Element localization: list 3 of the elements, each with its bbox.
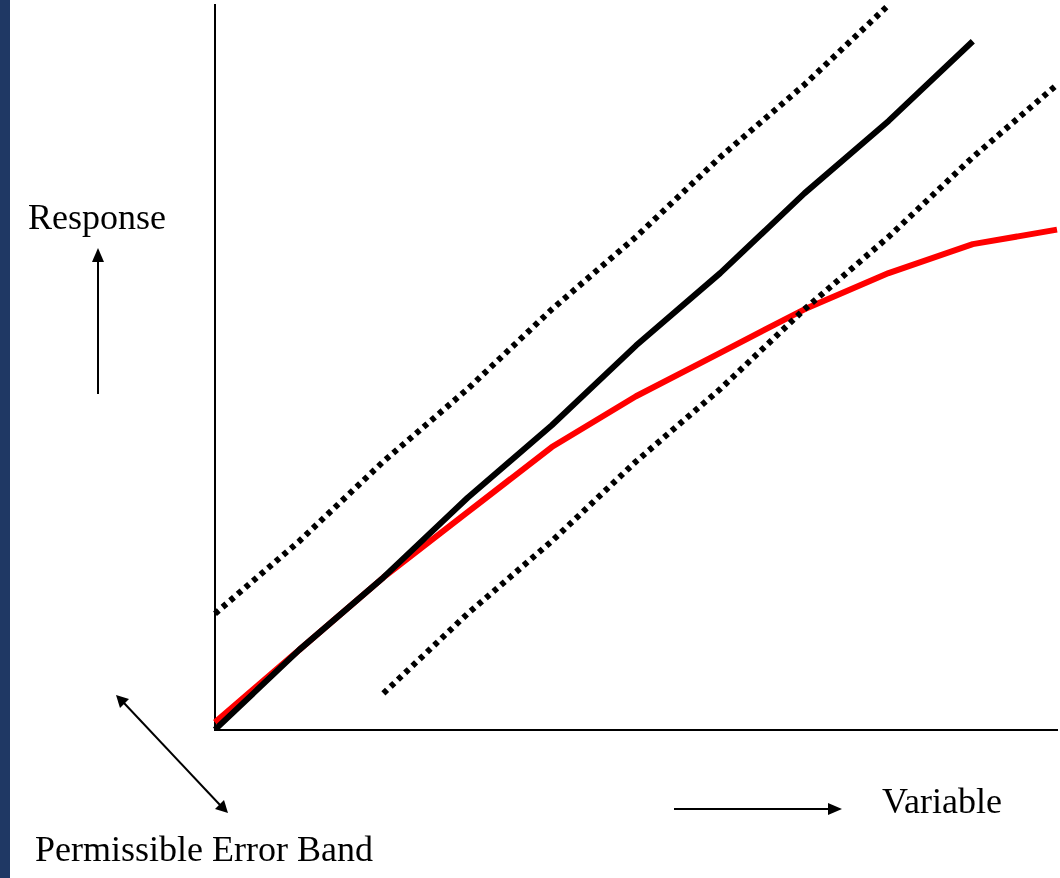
x-axis-title: Variable	[882, 780, 1002, 822]
text: Permissible Error Band	[35, 828, 373, 870]
y-axis-title: Response	[28, 196, 166, 238]
